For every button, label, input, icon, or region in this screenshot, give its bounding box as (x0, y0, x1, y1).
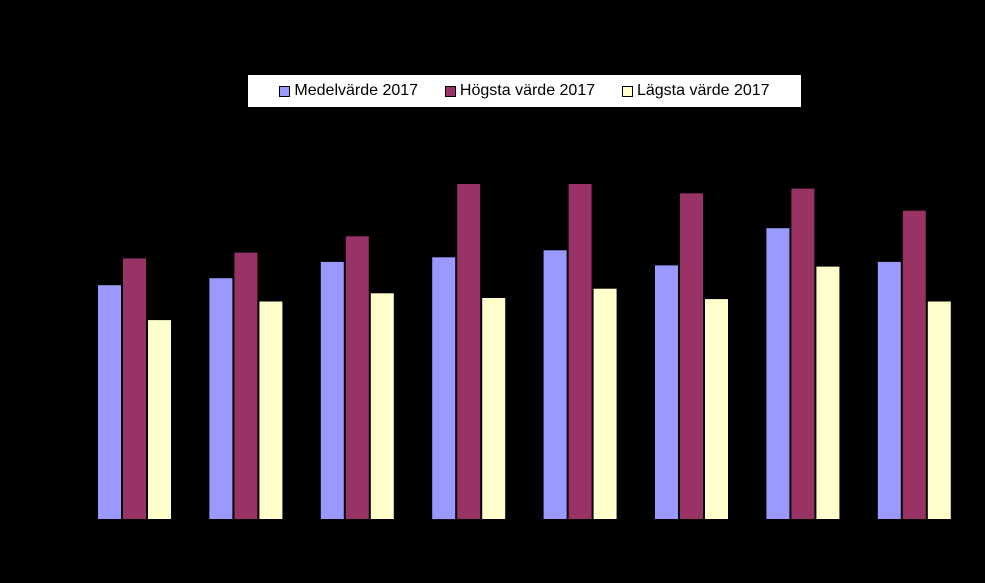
legend-label-2: Lägsta värde 2017 (636, 82, 770, 99)
bar-s2-c3 (482, 298, 506, 519)
legend-swatch-1 (444, 85, 456, 97)
bar-s2-c2 (370, 293, 394, 519)
legend-item-2: Lägsta värde 2017 (621, 82, 770, 100)
bar-s2-c0 (148, 320, 171, 519)
bar-s0-c4 (543, 250, 567, 520)
bar-s2-c7 (927, 301, 951, 519)
bar-s1-c0 (123, 258, 146, 519)
bar-s0-c1 (209, 278, 233, 519)
bar-s0-c3 (432, 257, 456, 520)
legend-item-0: Medelvärde 2017 (279, 82, 418, 100)
legend-item-1: Högsta värde 2017 (444, 82, 596, 100)
bar-s1-c4 (568, 184, 592, 519)
bar-s2-c1 (259, 301, 283, 519)
bar-s0-c7 (877, 261, 901, 519)
bar-s2-c5 (705, 299, 728, 519)
bar-s1-c5 (680, 193, 703, 520)
bar-s0-c0 (98, 285, 121, 519)
bar-s2-c6 (816, 266, 840, 519)
bar-s0-c5 (655, 265, 678, 519)
legend-swatch-2 (621, 85, 633, 97)
legend-swatch-0 (279, 85, 291, 97)
bar-s0-c2 (320, 261, 344, 519)
legend-label-1: Högsta värde 2017 (459, 82, 596, 99)
bar-s1-c1 (234, 252, 258, 519)
bar-group (98, 184, 951, 520)
legend-label-0: Medelvärde 2017 (294, 82, 419, 99)
bar-s1-c7 (902, 210, 926, 519)
bar-s1-c2 (345, 236, 369, 520)
bar-s1-c6 (791, 188, 815, 519)
bar-s0-c6 (766, 228, 790, 519)
bar-s2-c4 (593, 288, 617, 519)
chart-legend: Medelvärde 2017 Högsta värde 2017 Lägsta… (247, 74, 802, 108)
bar-s1-c3 (457, 184, 481, 519)
